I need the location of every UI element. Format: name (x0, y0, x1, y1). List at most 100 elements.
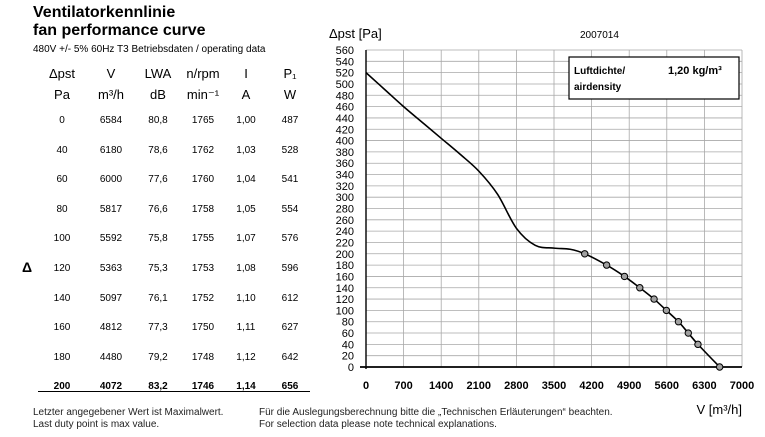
operating-point-marker (620, 272, 629, 281)
air-density-label: airdensity (574, 82, 622, 93)
table-cell: 1,08 (236, 263, 256, 274)
table-cell: 1752 (191, 292, 215, 304)
table-cell: 1,03 (236, 144, 256, 156)
y-tick-label: 20 (342, 351, 354, 363)
y-tick-label: 560 (336, 45, 354, 57)
air-density-value: 1,20 kg/m³ (668, 65, 722, 77)
table-cell: 100 (53, 233, 71, 245)
table-cell: 642 (281, 351, 299, 363)
table-cell: 75,8 (148, 233, 168, 245)
table-cell: 78,6 (148, 144, 168, 156)
table-cell: 528 (281, 144, 299, 156)
table-cell: 1,00 (236, 115, 256, 126)
operating-point-marker (662, 306, 671, 315)
table-cell: 79,2 (148, 351, 168, 363)
y-tick-label: 340 (336, 170, 354, 182)
y-tick-label: 360 (336, 158, 354, 170)
operating-point-marker (581, 250, 589, 258)
y-tick-label: 380 (336, 147, 354, 159)
table-header-name: V (106, 66, 116, 81)
table-cell: 83,2 (148, 381, 168, 393)
table-header-name: P₁ (283, 66, 297, 81)
table-cell: 4480 (99, 351, 123, 363)
y-tick-label: 320 (336, 181, 354, 193)
table-cell: 1,12 (236, 351, 256, 363)
table-cell: 200 (53, 381, 71, 393)
y-tick-label: 60 (342, 328, 354, 340)
table-cell: 80,8 (148, 115, 168, 126)
table-cell: 1748 (191, 351, 215, 363)
x-tick-label: 4200 (579, 380, 603, 392)
y-tick-label: 220 (336, 237, 354, 249)
x-tick-label: 700 (394, 380, 412, 392)
table-cell: 541 (281, 174, 299, 186)
y-tick-label: 260 (336, 215, 354, 227)
table-cell: 1762 (191, 144, 215, 156)
x-tick-label: 1400 (429, 380, 453, 392)
footnote-max-value-en: Last duty point is max value. (33, 419, 160, 430)
table-cell: 76,6 (148, 203, 168, 215)
table-cell: 77,6 (148, 174, 168, 186)
table-header-unit: dB (150, 87, 166, 102)
y-tick-label: 80 (342, 317, 354, 329)
y-axis-label: Δpst [Pa] (329, 26, 382, 41)
table-cell: 596 (281, 263, 299, 274)
table-header-unit: m³/h (98, 87, 124, 102)
x-tick-label: 0 (363, 380, 369, 392)
table-header-unit: Pa (54, 87, 70, 102)
x-tick-label: 3500 (542, 380, 566, 392)
table-header-name: I (244, 66, 248, 81)
x-tick-label: 2800 (504, 380, 528, 392)
y-tick-label: 100 (336, 305, 354, 317)
table-side-marker: Δ (22, 259, 33, 275)
operating-point-marker (694, 340, 702, 349)
table-cell: 554 (281, 203, 299, 215)
table-cell: 6180 (99, 144, 123, 156)
y-tick-label: 420 (336, 124, 354, 136)
y-tick-label: 480 (336, 90, 354, 102)
x-tick-label: 2100 (467, 380, 491, 392)
operating-point-marker (674, 318, 683, 326)
x-tick-label: 7000 (730, 380, 754, 392)
table-last-row-separator (38, 391, 310, 392)
table-cell: 180 (53, 351, 71, 363)
footnote-technical-de: Für die Auslegungsberechnung bitte die „… (259, 407, 613, 418)
table-header-unit: A (241, 87, 251, 102)
table-cell: 1746 (191, 381, 215, 393)
y-tick-label: 40 (342, 339, 354, 351)
y-tick-label: 520 (336, 68, 354, 80)
y-tick-label: 200 (336, 249, 354, 261)
table-cell: 1753 (191, 263, 215, 274)
y-tick-label: 180 (336, 260, 354, 272)
table-cell: 4812 (99, 322, 123, 334)
table-cell: 76,1 (148, 292, 168, 304)
table-cell: 60 (56, 174, 68, 186)
table-cell: 120 (53, 263, 71, 274)
x-tick-label: 5600 (655, 380, 679, 392)
table-cell: 6000 (99, 174, 123, 186)
table-cell: 487 (281, 115, 299, 126)
table-cell: 5817 (99, 203, 123, 215)
y-tick-label: 240 (336, 226, 354, 238)
table-cell: 0 (59, 115, 65, 126)
table-cell: 5363 (99, 263, 123, 274)
operating-point-marker (715, 363, 724, 371)
y-tick-label: 160 (336, 271, 354, 283)
table-header-name: n/rpm (186, 66, 220, 81)
y-tick-label: 440 (336, 113, 354, 125)
table-cell: 4072 (99, 381, 123, 393)
table-cell: 1,14 (236, 381, 256, 393)
table-cell: 576 (281, 233, 299, 245)
operating-point-marker (602, 261, 611, 269)
table-cell: 5097 (99, 292, 123, 304)
operating-data-subtitle: 480V +/- 5% 60Hz T3 Betriebsdaten / oper… (33, 44, 266, 55)
table-cell: 40 (56, 144, 68, 156)
y-tick-label: 400 (336, 136, 354, 148)
chart-title-german: Ventilatorkennlinie (33, 4, 176, 21)
chart-title-english: fan performance curve (33, 22, 206, 39)
y-tick-label: 0 (348, 362, 354, 374)
table-cell: 1760 (191, 174, 215, 186)
table-cell: 1755 (191, 233, 215, 245)
table-cell: 612 (281, 292, 299, 304)
y-tick-label: 500 (336, 79, 354, 91)
